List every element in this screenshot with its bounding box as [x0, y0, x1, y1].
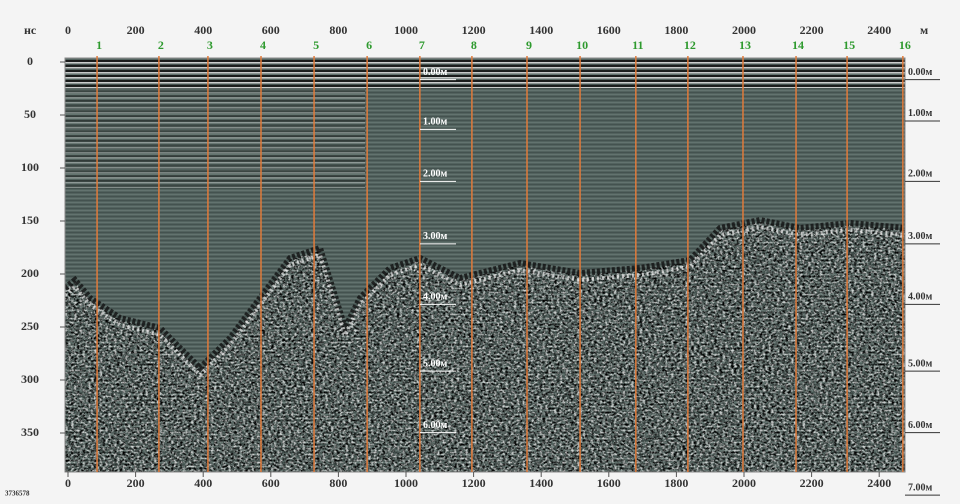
left-tick-label: 150	[21, 213, 39, 227]
radargram: нс м 3736578 0 0 200 200 400 400 600 600 800 800 1…	[0, 0, 960, 504]
marker-label: 9	[526, 38, 532, 52]
bottom-tick-label: 600	[262, 476, 280, 490]
right-depth-label: 1.00м	[908, 108, 933, 119]
bottom-tick-label: 200	[127, 476, 145, 490]
depth-label: 4.00м	[423, 292, 448, 303]
right-depth-label: 5.00м	[908, 358, 933, 369]
left-tick-label: 250	[21, 319, 39, 333]
top-tick-label: 400	[194, 23, 212, 37]
left-tick-label: 100	[21, 160, 39, 174]
marker-label: 2	[158, 38, 164, 52]
left-tick-label: 50	[24, 107, 36, 121]
top-tick-label: 2000	[732, 23, 756, 37]
right-depth-label: 6.00м	[908, 420, 933, 431]
depth-label: 1.00м	[423, 117, 448, 128]
marker-label: 10	[576, 38, 588, 52]
right-depth-label: 7.00м	[908, 482, 933, 493]
marker-label: 14	[792, 38, 804, 52]
top-tick-label: 0	[65, 23, 71, 37]
marker-label: 8	[471, 38, 477, 52]
bottom-tick-label: 2000	[732, 476, 756, 490]
bottom-tick-label: 0	[65, 476, 71, 490]
marker-label: 7	[419, 38, 425, 52]
left-tick-label: 300	[21, 372, 39, 386]
marker-label: 16	[899, 38, 911, 52]
depth-label: 5.00м	[423, 358, 448, 369]
bottom-tick-label: 1600	[597, 476, 621, 490]
marker-label: 6	[366, 38, 372, 52]
marker-label: 15	[843, 38, 855, 52]
top-tick-label: 2200	[800, 23, 824, 37]
top-tick-label: 1200	[462, 23, 486, 37]
distance-unit: м	[920, 23, 928, 37]
bottom-tick-label: 1400	[529, 476, 553, 490]
top-tick-label: 1400	[529, 23, 553, 37]
top-tick-label: 1600	[597, 23, 621, 37]
bottom-tick-label: 1000	[394, 476, 418, 490]
marker-label: 3	[207, 38, 213, 52]
bottom-tick-label: 400	[194, 476, 212, 490]
depth-label: 2.00м	[423, 169, 448, 180]
left-tick-label: 200	[21, 266, 39, 280]
marker-label: 13	[739, 38, 751, 52]
right-depth-label: 4.00м	[908, 292, 933, 303]
time-unit: нс	[24, 23, 37, 37]
bottom-tick-label: 800	[329, 476, 347, 490]
marker-label: 5	[313, 38, 319, 52]
bottom-tick-label: 2400	[867, 476, 891, 490]
marker-label: 1	[96, 38, 102, 52]
top-tick-label: 200	[127, 23, 145, 37]
right-depth-label: 3.00м	[908, 231, 933, 242]
top-tick-label: 600	[262, 23, 280, 37]
depth-label: 3.00м	[423, 231, 448, 242]
depth-label: 6.00м	[423, 420, 448, 431]
bottom-tick-label: 2200	[800, 476, 824, 490]
top-tick-label: 1800	[664, 23, 688, 37]
bottom-tick-label: 1800	[664, 476, 688, 490]
plot	[65, 58, 905, 472]
bottom-tick-label: 1200	[462, 476, 486, 490]
top-tick-label: 2400	[867, 23, 891, 37]
file-id: 3736578	[5, 490, 30, 498]
top-tick-label: 800	[329, 23, 347, 37]
right-depth-label: 2.00м	[908, 169, 933, 180]
marker-label: 4	[260, 38, 266, 52]
marker-label: 12	[684, 38, 696, 52]
marker-label: 11	[632, 38, 643, 52]
right-depth-label: 0.00м	[908, 67, 933, 78]
top-tick-label: 1000	[394, 23, 418, 37]
left-tick-label: 0	[27, 54, 33, 68]
depth-label: 0.00м	[423, 67, 448, 78]
left-tick-label: 350	[21, 425, 39, 439]
